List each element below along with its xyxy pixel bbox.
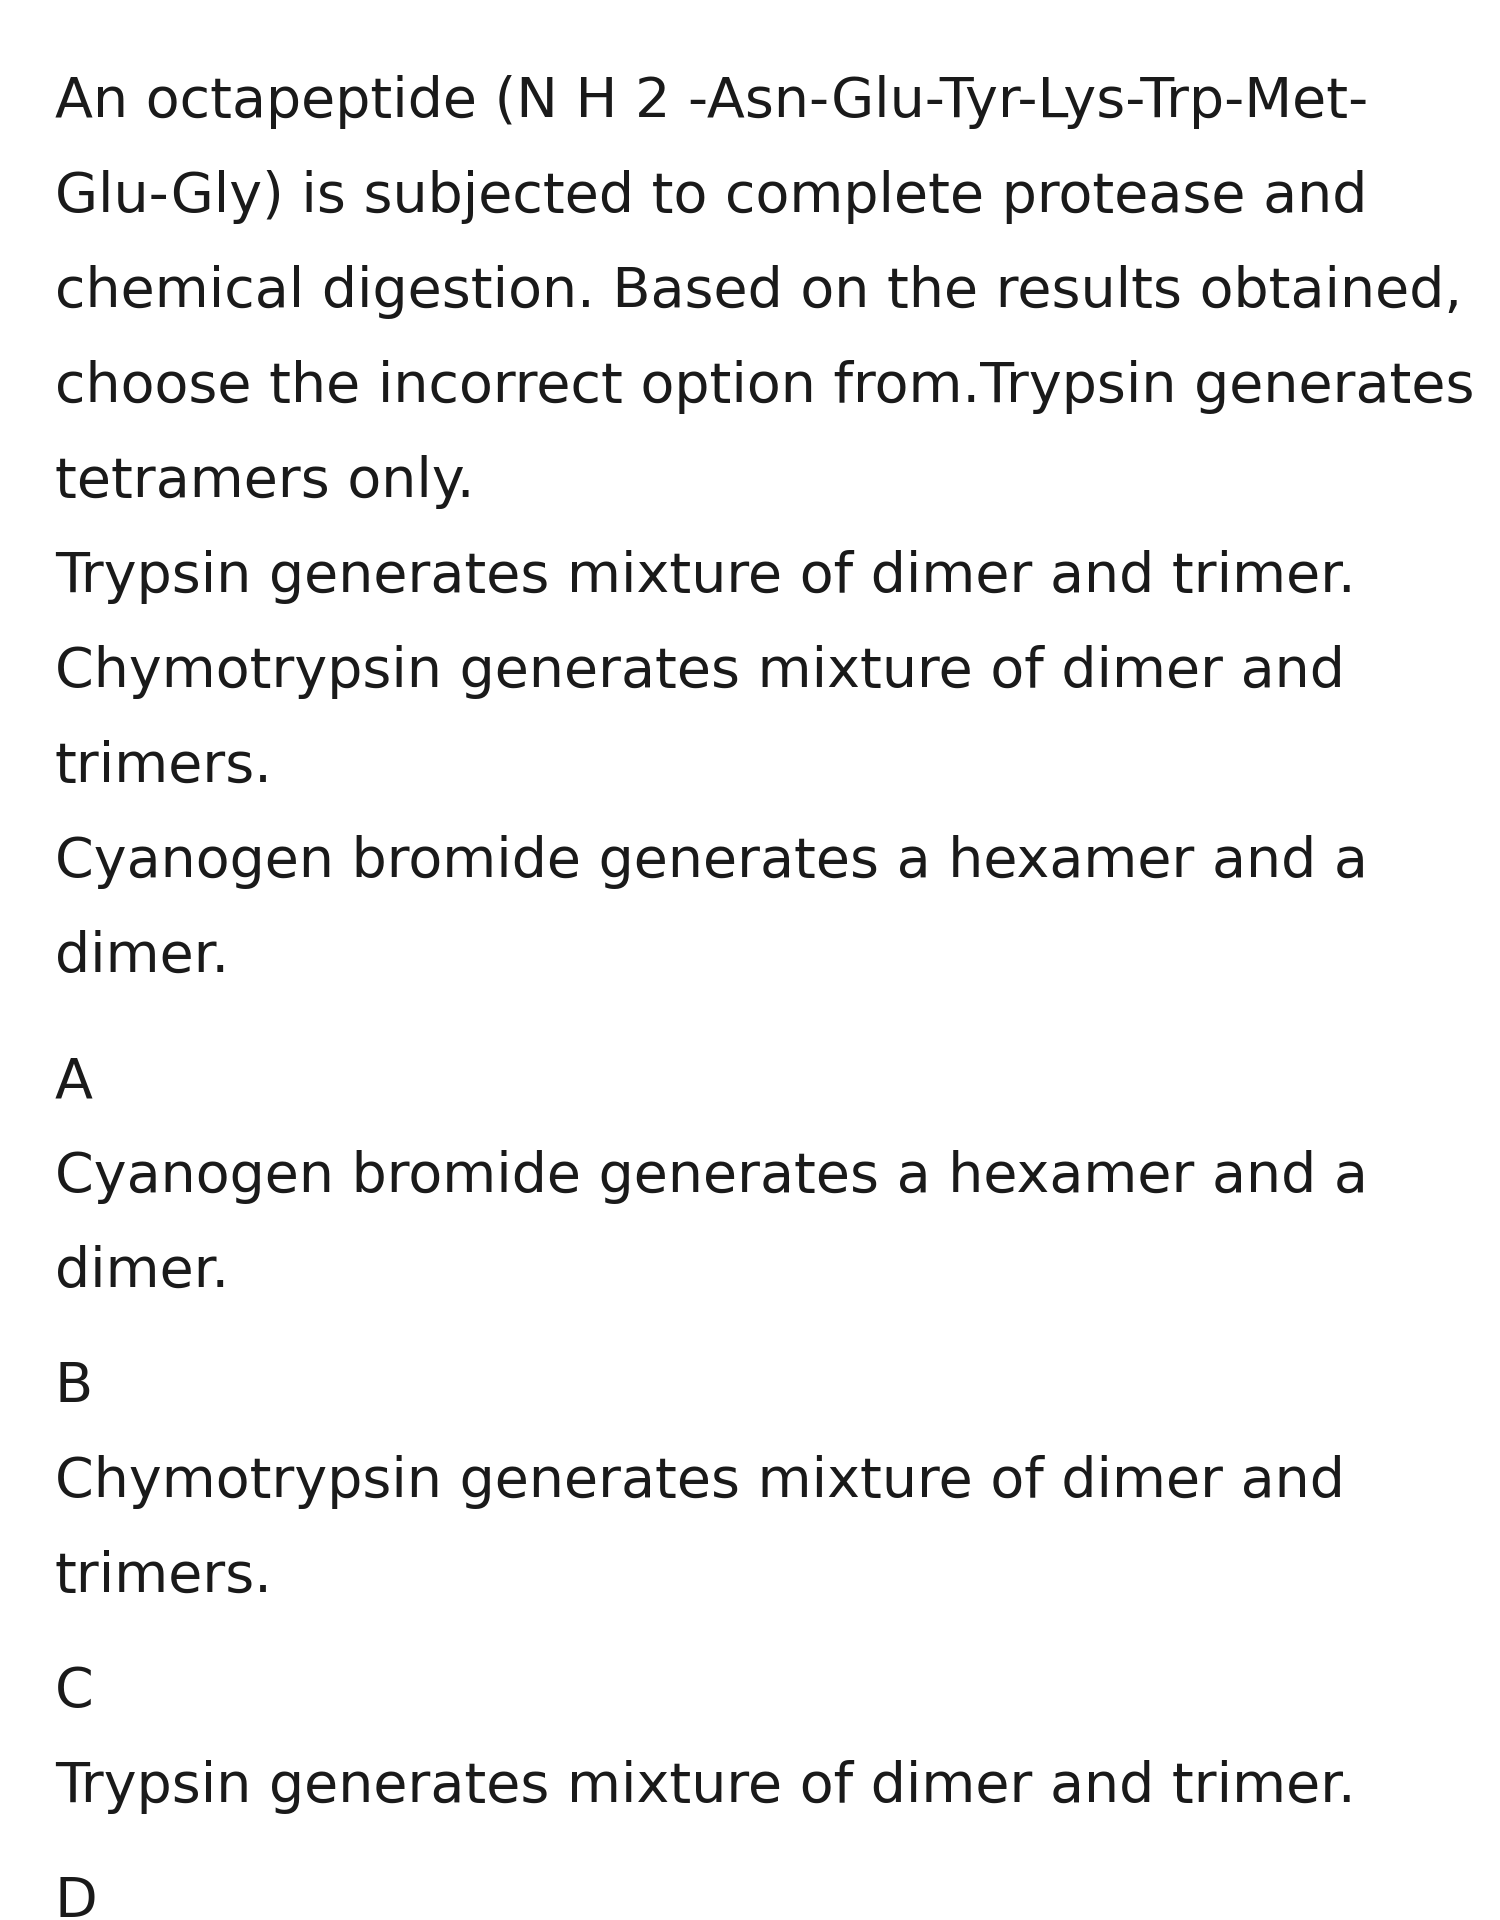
Text: Cyanogen bromide generates a hexamer and a: Cyanogen bromide generates a hexamer and… [56, 1150, 1368, 1204]
Text: choose the incorrect option from.Trypsin generates: choose the incorrect option from.Trypsin… [56, 361, 1474, 415]
Text: tetramers only.: tetramers only. [56, 455, 474, 509]
Text: Trypsin generates mixture of dimer and trimer.: Trypsin generates mixture of dimer and t… [56, 1761, 1356, 1814]
Text: Chymotrypsin generates mixture of dimer and: Chymotrypsin generates mixture of dimer … [56, 1455, 1346, 1509]
Text: Chymotrypsin generates mixture of dimer and: Chymotrypsin generates mixture of dimer … [56, 645, 1346, 699]
Text: trimers.: trimers. [56, 1549, 273, 1603]
Text: A: A [56, 1054, 93, 1110]
Text: An octapeptide (N H 2 -Asn-Glu-Tyr-Lys-Trp-Met-: An octapeptide (N H 2 -Asn-Glu-Tyr-Lys-T… [56, 75, 1368, 129]
Text: dimer.: dimer. [56, 1244, 230, 1300]
Text: B: B [56, 1359, 93, 1413]
Text: D: D [56, 1876, 98, 1920]
Text: Cyanogen bromide generates a hexamer and a: Cyanogen bromide generates a hexamer and… [56, 835, 1368, 889]
Text: trimers.: trimers. [56, 739, 273, 795]
Text: Glu-Gly) is subjected to complete protease and: Glu-Gly) is subjected to complete protea… [56, 171, 1368, 225]
Text: C: C [56, 1665, 93, 1718]
Text: Trypsin generates mixture of dimer and trimer.: Trypsin generates mixture of dimer and t… [56, 549, 1356, 605]
Text: dimer.: dimer. [56, 929, 230, 983]
Text: chemical digestion. Based on the results obtained,: chemical digestion. Based on the results… [56, 265, 1462, 319]
